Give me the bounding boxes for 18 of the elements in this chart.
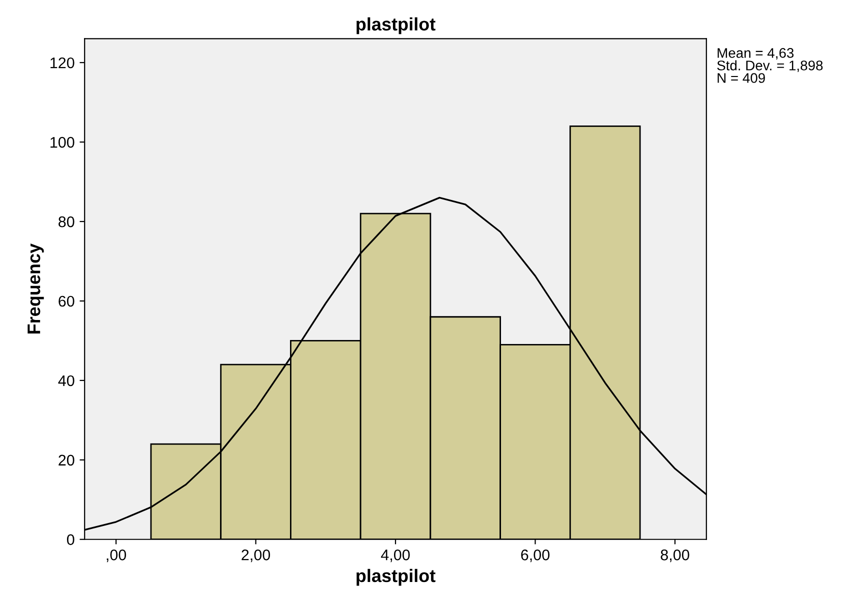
y-tick-label: 80	[58, 216, 74, 228]
chart-title: plastpilot	[356, 17, 436, 34]
x-tick-label: 6,00	[521, 550, 550, 562]
text: N = 409	[718, 73, 765, 83]
y-tick-label: 20	[58, 454, 74, 466]
y-tick-label: 0	[66, 534, 74, 546]
x-tick-label: ,00	[106, 550, 126, 562]
x-tick-label: 4,00	[380, 550, 410, 562]
x-tick-label: 2,00	[242, 550, 270, 562]
x-axis-title: plastpilot	[356, 568, 436, 586]
y-tick-label: 120	[50, 57, 74, 68]
x-tick-label: 8,00	[660, 550, 690, 562]
text: Std. Dev. = 1,898	[717, 60, 823, 72]
y-tick-label: 60	[58, 296, 74, 307]
y-tick-label: 40	[58, 375, 74, 386]
text: Mean = 4,63	[718, 48, 794, 60]
y-axis-title: Frequency	[28, 244, 44, 334]
y-tick-label: 100	[50, 136, 74, 148]
